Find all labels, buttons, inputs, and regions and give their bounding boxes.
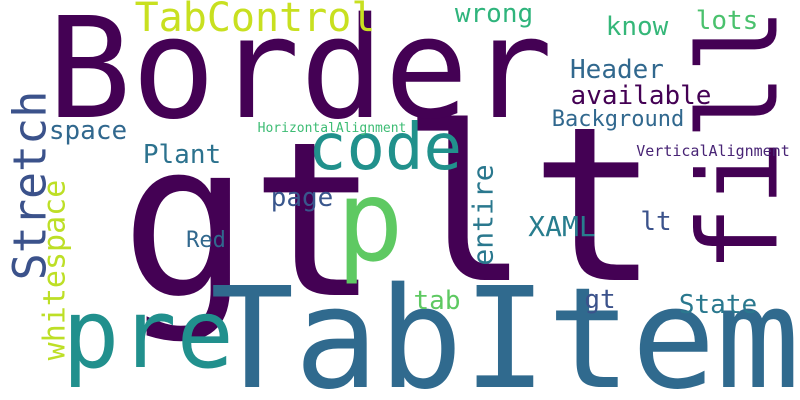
word-header: Header [570,55,664,85]
word-tabitem: TabItem [209,258,800,400]
word-pre: pre [62,279,234,390]
word-lots: lots [695,6,759,36]
word-horizontalalignment: HorizontalAlignment [257,120,407,136]
word-plant: Plant [142,140,222,170]
word-gt-small: gt [584,285,616,315]
word-space: space [48,116,128,146]
word-lt-small: lt [640,207,672,237]
word-page: page [270,183,334,213]
word-tab: tab [413,286,461,316]
word-whitespace: whitespace [37,179,72,361]
word-red: Red [186,228,226,253]
word-code: code [307,111,463,185]
word-lt: lt [400,79,660,331]
word-fill: fill [674,7,800,273]
word-gt: gt [120,94,380,346]
word-know: know [605,12,669,42]
word-background: Background [551,107,685,132]
word-entire: entire [467,164,500,266]
word-p: p [336,157,404,287]
word-wrong: wrong [454,0,534,29]
word-state: State [678,290,758,320]
word-verticalalignment: VerticalAlignment [636,141,790,160]
word-border: Border [47,0,553,151]
word-tabcontrol: TabControl [134,0,376,41]
word-available: available [570,81,712,111]
word-xaml: XAML [528,210,596,243]
